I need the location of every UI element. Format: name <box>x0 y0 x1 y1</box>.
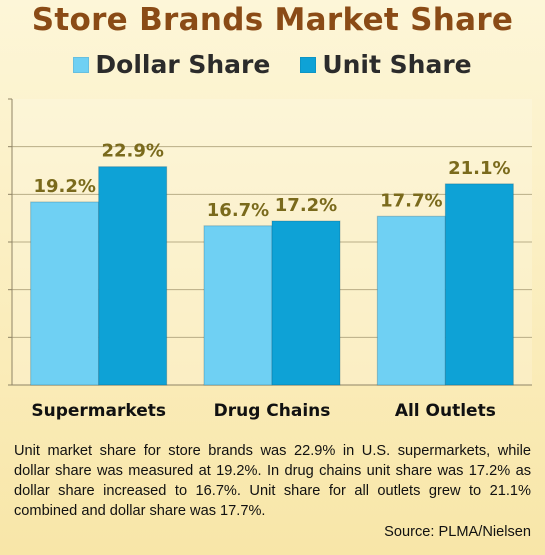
bar-dollar-share <box>203 225 273 386</box>
bar-unit-share <box>98 166 168 386</box>
bar-unit-share <box>444 183 514 386</box>
source-credit: Source: PLMA/Nielsen <box>384 524 531 540</box>
bar-chart: 19.2% 22.9% Supermarkets 16.7% 17.2% Drug Cha… <box>8 98 532 421</box>
data-label-unit-share: 17.2% <box>275 195 337 216</box>
bar-dollar-share <box>376 215 446 386</box>
data-label-unit-share: 21.1% <box>448 158 510 179</box>
legend-swatch-dollar-share <box>73 56 90 73</box>
chart-description: Unit market share for store brands was 2… <box>14 443 531 519</box>
bar-unit-share <box>271 220 341 386</box>
data-label-unit-share: 22.9% <box>101 141 163 162</box>
data-label-dollar-share: 16.7% <box>207 200 269 221</box>
legend-item-unit-share: Unit Share <box>300 50 472 79</box>
legend-label-unit-share: Unit Share <box>322 50 472 79</box>
category-label: Drug Chains <box>214 401 331 421</box>
legend-item-dollar-share: Dollar Share <box>73 50 270 79</box>
data-label-dollar-share: 17.7% <box>380 190 442 211</box>
legend-label-dollar-share: Dollar Share <box>95 50 271 79</box>
legend: Dollar Share Unit Share <box>0 50 545 79</box>
category-label: Supermarkets <box>31 401 166 421</box>
bar-dollar-share <box>30 201 100 386</box>
category-label: All Outlets <box>395 401 496 421</box>
legend-swatch-unit-share <box>300 56 317 73</box>
chart-title: Store Brands Market Share <box>31 2 514 38</box>
data-label-dollar-share: 19.2% <box>33 176 95 197</box>
